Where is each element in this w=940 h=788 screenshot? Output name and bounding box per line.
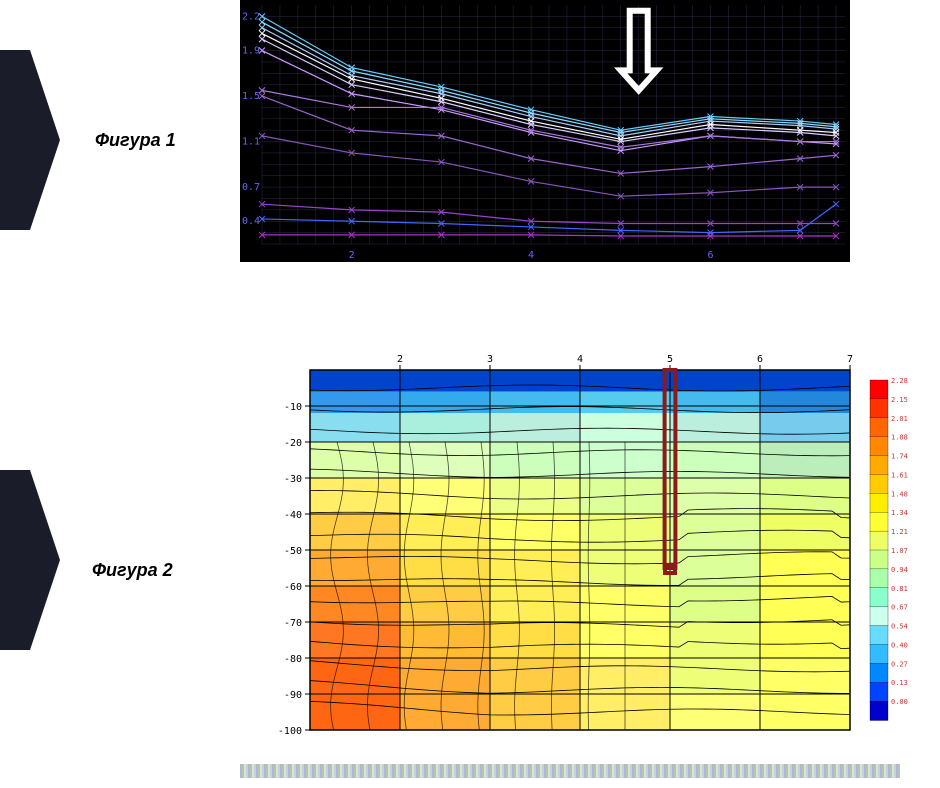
svg-text:1.9: 1.9: [242, 46, 260, 57]
svg-text:2.2: 2.2: [242, 11, 260, 22]
svg-text:-40: -40: [284, 510, 302, 521]
svg-text:-20: -20: [284, 438, 302, 449]
figure1-chart: 2 4 6 2.2 1.9 1.5 1.1 0.7 0.4: [240, 0, 850, 262]
svg-text:0.7: 0.7: [242, 182, 260, 193]
svg-text:-80: -80: [284, 654, 302, 665]
svg-text:0.67: 0.67: [891, 604, 908, 612]
svg-text:2.01: 2.01: [891, 415, 908, 423]
svg-text:3: 3: [487, 354, 493, 365]
svg-text:6: 6: [707, 250, 713, 261]
figure2-label: Фигура 2: [92, 560, 173, 581]
arrow-decoration-1: [0, 50, 60, 230]
svg-text:0.81: 0.81: [891, 585, 908, 593]
svg-text:2: 2: [397, 354, 403, 365]
arrow-decoration-2: [0, 470, 60, 650]
svg-text:4: 4: [528, 250, 534, 261]
svg-text:0.94: 0.94: [891, 566, 908, 574]
svg-text:-60: -60: [284, 582, 302, 593]
svg-text:1.34: 1.34: [891, 509, 908, 517]
svg-text:2.15: 2.15: [891, 396, 908, 404]
noise-bar: [240, 764, 900, 778]
svg-text:0.54: 0.54: [891, 623, 908, 631]
svg-text:2: 2: [349, 250, 355, 261]
svg-text:1.74: 1.74: [891, 453, 908, 461]
svg-text:1.61: 1.61: [891, 471, 908, 479]
svg-text:1.88: 1.88: [891, 434, 908, 442]
svg-text:1.21: 1.21: [891, 528, 908, 536]
svg-text:0.4: 0.4: [242, 216, 260, 227]
svg-text:1.48: 1.48: [891, 490, 908, 498]
svg-text:1.1: 1.1: [242, 137, 260, 148]
svg-text:1.07: 1.07: [891, 547, 908, 555]
svg-text:-10: -10: [284, 402, 302, 413]
svg-text:1.5: 1.5: [242, 91, 260, 102]
svg-text:0.00: 0.00: [891, 698, 908, 706]
svg-text:-30: -30: [284, 474, 302, 485]
svg-text:-70: -70: [284, 618, 302, 629]
svg-text:4: 4: [577, 354, 583, 365]
svg-text:-90: -90: [284, 690, 302, 701]
svg-text:0.27: 0.27: [891, 660, 908, 668]
figure1-label: Фигура 1: [95, 130, 176, 151]
svg-text:0.13: 0.13: [891, 679, 908, 687]
svg-text:-50: -50: [284, 546, 302, 557]
svg-text:0.40: 0.40: [891, 641, 908, 649]
svg-text:5: 5: [667, 354, 673, 365]
svg-text:6: 6: [757, 354, 763, 365]
svg-text:2.28: 2.28: [891, 377, 908, 385]
figure2-chart: 2 3 4 5 6 7 -10 -20 -30 -40 -50 -60 -70 -80 -90 -100 2.2…: [240, 350, 940, 750]
svg-text:-100: -100: [278, 726, 302, 737]
svg-text:7: 7: [847, 354, 853, 365]
